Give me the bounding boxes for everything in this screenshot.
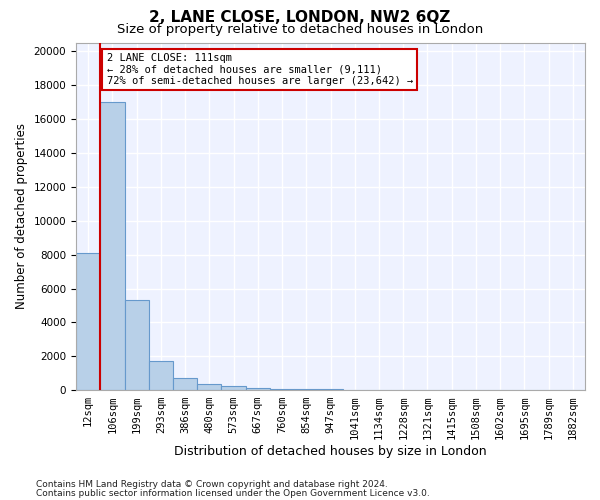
Text: Size of property relative to detached houses in London: Size of property relative to detached ho… (117, 22, 483, 36)
X-axis label: Distribution of detached houses by size in London: Distribution of detached houses by size … (174, 444, 487, 458)
Text: Contains HM Land Registry data © Crown copyright and database right 2024.: Contains HM Land Registry data © Crown c… (36, 480, 388, 489)
Bar (173, 378, 197, 390)
Bar (100, 102, 125, 391)
Bar (197, 384, 221, 390)
Bar (149, 360, 173, 390)
Bar (125, 300, 149, 390)
Text: 2, LANE CLOSE, LONDON, NW2 6QZ: 2, LANE CLOSE, LONDON, NW2 6QZ (149, 10, 451, 25)
Text: 2 LANE CLOSE: 111sqm
← 28% of detached houses are smaller (9,111)
72% of semi-de: 2 LANE CLOSE: 111sqm ← 28% of detached h… (107, 53, 413, 86)
Bar (245, 388, 270, 390)
Y-axis label: Number of detached properties: Number of detached properties (15, 124, 28, 310)
Bar (221, 386, 245, 390)
Bar (294, 389, 319, 390)
Text: Contains public sector information licensed under the Open Government Licence v3: Contains public sector information licen… (36, 488, 430, 498)
Bar (76, 253, 100, 390)
Bar (270, 389, 294, 390)
